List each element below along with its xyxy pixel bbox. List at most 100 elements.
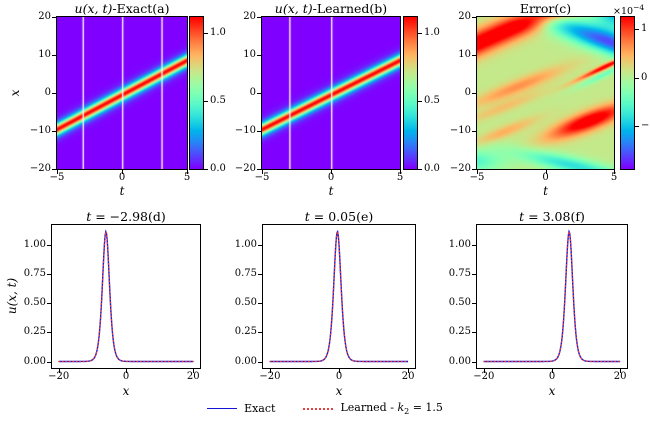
y-tick-mark (472, 274, 476, 276)
x-tick-mark (193, 369, 195, 373)
x-tick-mark (400, 170, 401, 174)
y-tick-mark (472, 303, 476, 305)
x-tick-mark (187, 170, 188, 174)
x-tick-mark (552, 369, 553, 373)
colorbar-tick-label: −1 (641, 120, 650, 132)
y-tick-mark (47, 361, 51, 363)
x-tick-label: 0 (335, 371, 343, 382)
colorbar-tick-mark (204, 169, 208, 170)
x-tick-mark (620, 369, 622, 373)
legend-label-pre: Learned - (340, 401, 398, 414)
legend-label-exact: Exact (244, 402, 276, 416)
heatmap-plot-area-a (56, 16, 188, 170)
legend-label-learned: Learned - k2 = 1.5 (340, 401, 442, 416)
y-tick-mark (47, 303, 51, 305)
y-tick-mark (258, 332, 262, 334)
y-tick-label: 20 (38, 11, 51, 22)
y-tick-label: 20 (458, 11, 471, 22)
legend-label-var: k (397, 401, 405, 414)
colorbar-canvas-b (404, 17, 417, 169)
y-tick-label: −10 (234, 125, 256, 136)
panel-title-rest: = 3.08(f) (524, 209, 585, 224)
colorbar-tick-label: 1.0 (424, 27, 440, 39)
panel-title-c: Error(c) (467, 1, 624, 16)
y-tick-mark (257, 131, 261, 132)
y-tick-label: −10 (449, 125, 471, 136)
x-axis-label-b: t (328, 184, 334, 198)
colorbar-canvas-c (621, 17, 634, 169)
y-tick-label: 0.00 (448, 355, 471, 367)
y-tick-mark (257, 169, 261, 170)
x-axis-label-c: t (543, 184, 548, 198)
y-tick-label: −20 (449, 163, 471, 174)
heatmap-plot-area-c (476, 16, 615, 170)
y-tick-label: −20 (29, 163, 51, 174)
legend-label-post: = 1.5 (409, 401, 443, 414)
x-axis-label-d: x (122, 384, 130, 398)
legend-label-sub: 2 (404, 407, 410, 417)
x-tick-label: 20 (401, 371, 415, 382)
x-tick-mark (262, 170, 263, 174)
y-tick-label: 1.00 (448, 239, 471, 251)
x-tick-mark (339, 369, 340, 373)
legend: Exact Learned - k2 = 1.5 (0, 401, 650, 416)
y-tick-mark (52, 55, 56, 56)
y-tick-label: 0.25 (23, 326, 46, 338)
learned-curve (269, 230, 409, 363)
colorbar-c (620, 16, 635, 170)
y-tick-mark (257, 55, 261, 56)
y-tick-label: 0 (44, 87, 51, 98)
panel-title-rest: = 0.05(e) (309, 209, 374, 224)
colorbar-tick-mark (204, 101, 208, 103)
y-tick-mark (52, 93, 56, 94)
x-tick-mark (58, 369, 60, 373)
x-tick-label: 0 (118, 172, 126, 183)
y-tick-mark (258, 361, 262, 363)
lineplot-plot-area-e (262, 224, 416, 369)
y-tick-label: 1.00 (23, 239, 46, 251)
panel-title-rest: -Learned(b) (312, 1, 388, 16)
y-tick-mark (47, 245, 51, 247)
colorbar-tick-label: 0.0 (210, 163, 226, 174)
y-tick-mark (472, 131, 476, 132)
heatmap-canvas-c (477, 17, 614, 169)
x-tick-mark (57, 170, 58, 174)
x-tick-label: 5 (610, 172, 618, 183)
colorbar-tick-label: 0.0 (424, 163, 440, 174)
colorbar-tick-mark (204, 33, 208, 35)
y-tick-label: 20 (243, 11, 256, 22)
learned-curve (58, 229, 194, 363)
x-tick-label: −5 (469, 172, 485, 183)
x-tick-mark (614, 170, 615, 174)
heatmap-canvas-b (262, 17, 400, 169)
x-tick-mark (122, 170, 123, 174)
x-tick-label: 0 (542, 172, 549, 183)
learned-curve (483, 229, 621, 363)
y-tick-label: 0.00 (23, 355, 46, 367)
y-tick-mark (47, 332, 51, 334)
panel-title-f: t = 3.08(f) (467, 209, 637, 224)
y-tick-mark (52, 131, 56, 132)
y-tick-mark (472, 93, 476, 94)
x-tick-label: −5 (254, 172, 270, 183)
y-tick-label: 0.75 (234, 268, 257, 280)
exact-curve (58, 229, 194, 363)
y-tick-label: 0.50 (234, 297, 257, 309)
colorbar-tick-mark (418, 33, 422, 35)
y-tick-mark (257, 93, 261, 94)
y-tick-label: 0 (249, 87, 256, 98)
y-axis-label-d: u(x, t) (5, 277, 19, 315)
y-tick-label: −10 (29, 125, 51, 136)
x-tick-label: 0 (327, 172, 335, 183)
x-tick-label: 20 (186, 371, 200, 382)
exact-curve (483, 229, 621, 363)
y-tick-mark (472, 55, 476, 56)
x-tick-label: −20 (259, 371, 281, 382)
panel-title-math: t (519, 209, 525, 224)
panel-title-d: t = −2.98(d) (42, 209, 210, 224)
